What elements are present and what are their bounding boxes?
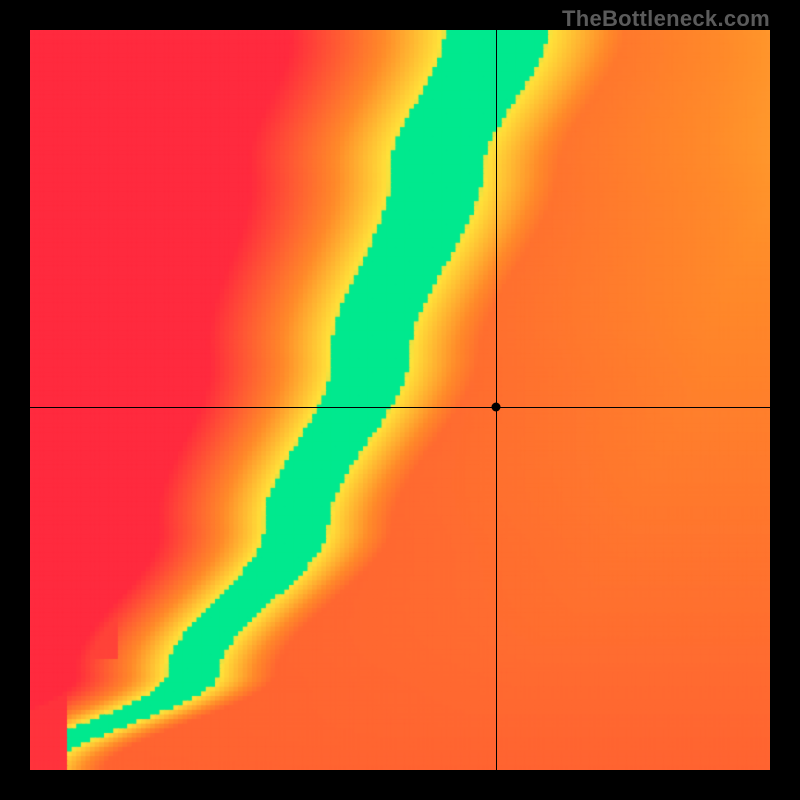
crosshair-marker [492,403,501,412]
plot-area [30,30,770,770]
watermark-label: TheBottleneck.com [562,6,770,32]
crosshair-vertical [496,30,497,770]
crosshair-horizontal [30,407,770,408]
heatmap-canvas [30,30,770,770]
chart-frame: TheBottleneck.com [0,0,800,800]
